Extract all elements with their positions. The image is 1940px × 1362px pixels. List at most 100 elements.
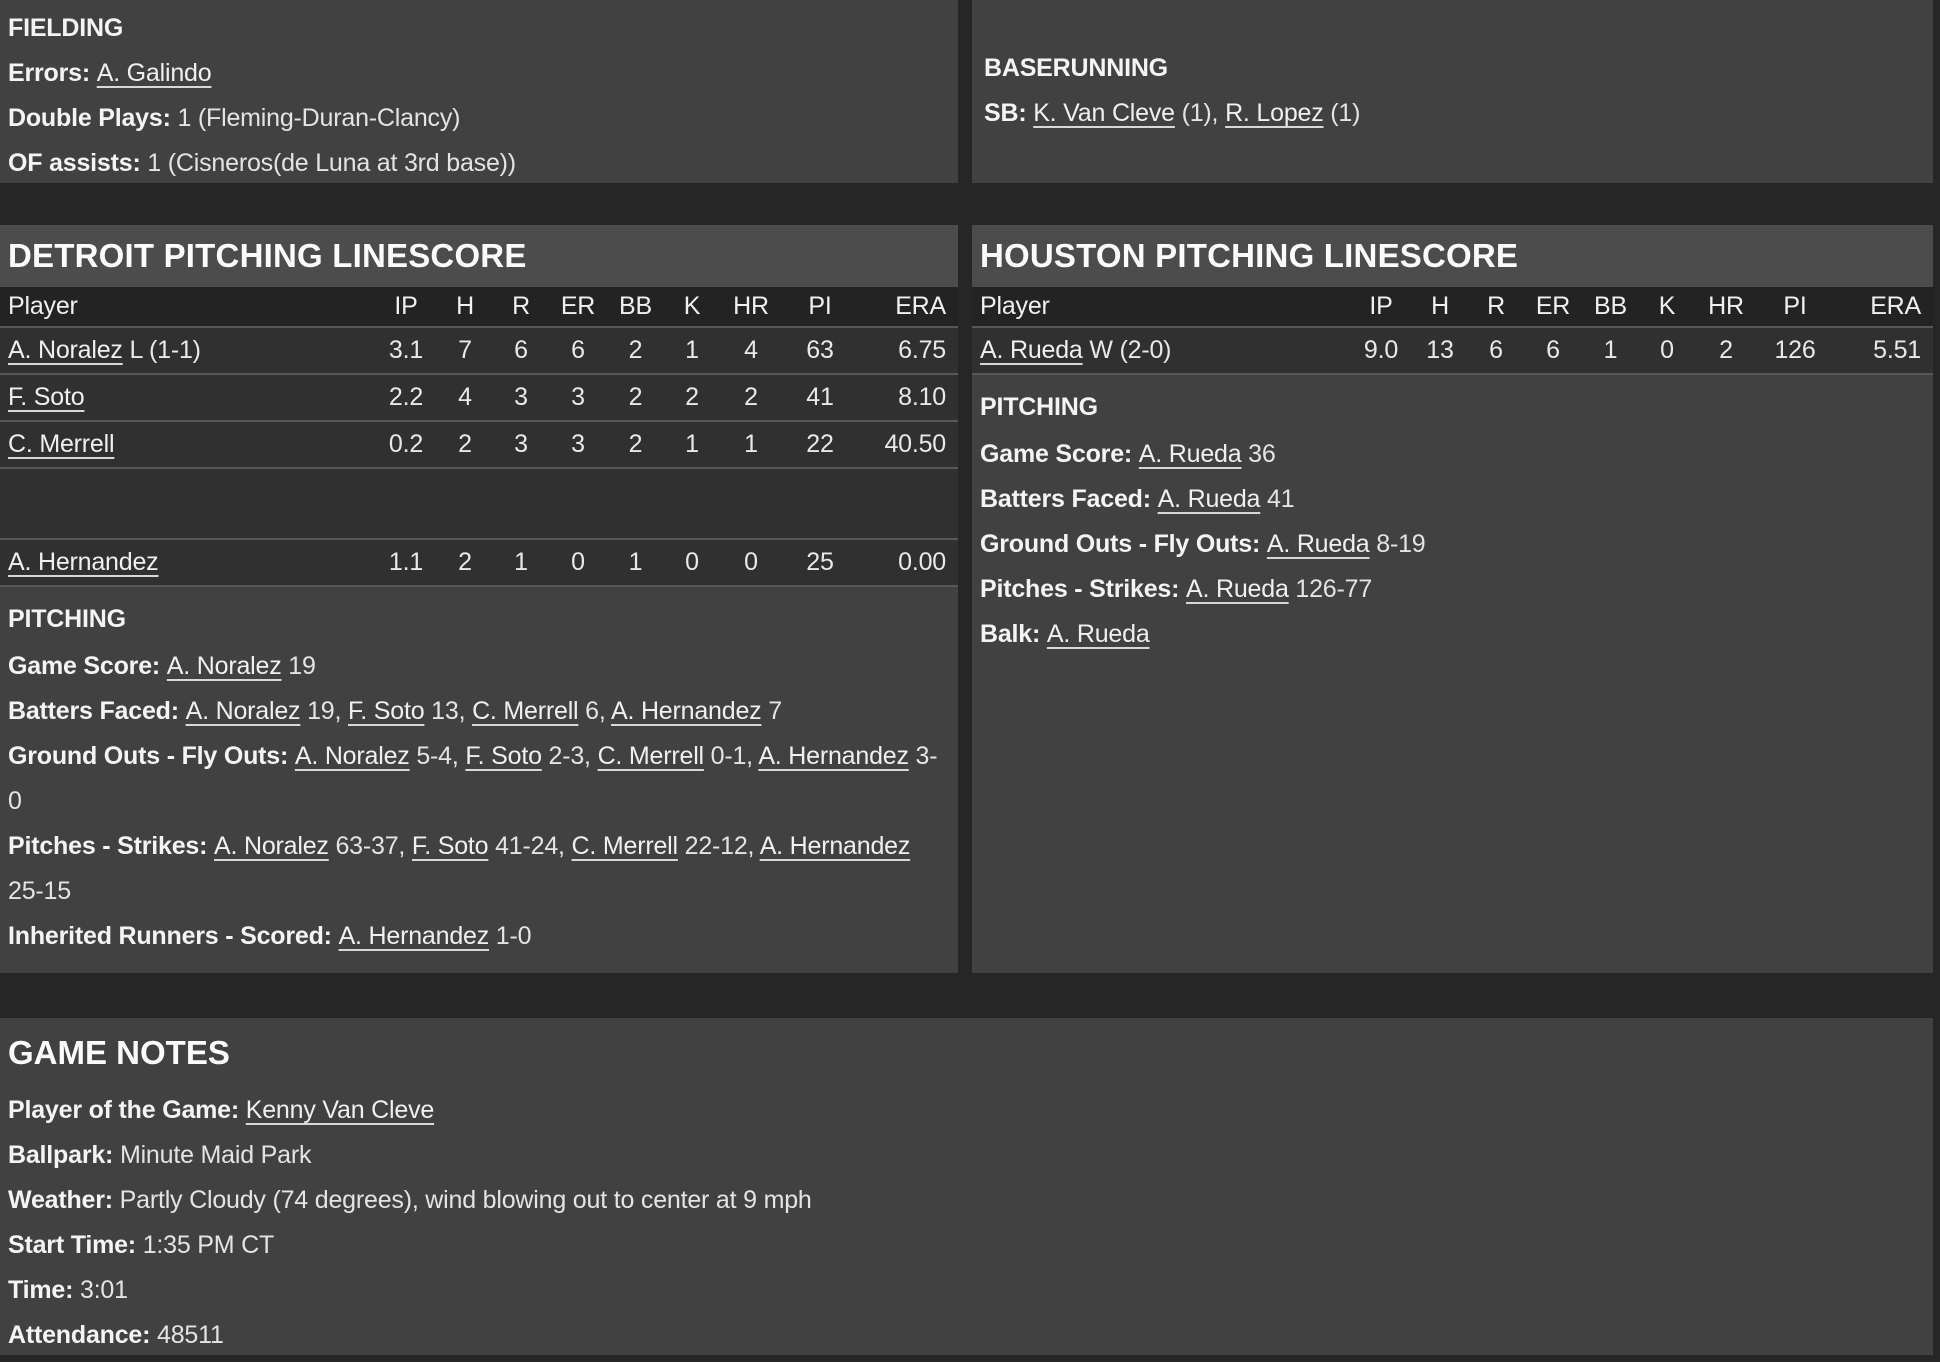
- player-link[interactable]: A. Noralez: [214, 832, 329, 860]
- stat-value: 63-37,: [328, 832, 412, 860]
- player-link[interactable]: A. Galindo: [96, 59, 212, 87]
- player-link[interactable]: A. Rueda: [1046, 620, 1150, 648]
- stat-cell: 1: [1603, 336, 1618, 364]
- stat-value: 13,: [424, 697, 473, 725]
- stat-line: Weather: Partly Cloudy (74 degrees), win…: [8, 1178, 1923, 1223]
- stat-value: (1),: [1174, 99, 1226, 127]
- stat-value: 25-15: [8, 877, 71, 905]
- stat-value: 19,: [300, 697, 348, 725]
- player-link[interactable]: A. Rueda: [980, 336, 1083, 364]
- player-link[interactable]: F. Soto: [8, 383, 85, 411]
- stat-cell: 0: [744, 548, 758, 576]
- detroit-pitching-notes-lines: Game Score: A. Noralez 19 Batters Faced: …: [8, 644, 950, 959]
- stat-line: Ground Outs - Fly Outs: A. Noralez 5-4, …: [8, 734, 950, 824]
- stat-label: Pitches - Strikes:: [8, 832, 215, 860]
- stat-label: Ground Outs - Fly Outs:: [980, 530, 1267, 558]
- player-link[interactable]: A. Rueda: [1138, 440, 1242, 468]
- column-header-bb: BB: [1594, 292, 1627, 320]
- stat-label: Game Score:: [8, 652, 167, 680]
- player-link[interactable]: C. Merrell: [597, 742, 705, 770]
- stat-cell: 0.2: [388, 430, 424, 458]
- player-link[interactable]: A. Hernandez: [759, 832, 911, 860]
- player-link[interactable]: C. Merrell: [8, 430, 115, 458]
- game-notes-lines: Player of the Game: Kenny Van Cleve Ballp…: [8, 1088, 1923, 1355]
- stat-value: 36: [1241, 440, 1276, 468]
- houston-pitching-notes-lines: Game Score: A. Rueda 36 Batters Faced: A.…: [980, 432, 1925, 657]
- stat-label: Double Plays:: [8, 104, 178, 132]
- player-link[interactable]: A. Rueda: [1266, 530, 1370, 558]
- stat-cell: 3.1: [388, 336, 424, 364]
- column-header-player: Player: [8, 292, 78, 320]
- player-link[interactable]: A. Noralez: [8, 336, 123, 364]
- stat-value: 5-4,: [409, 742, 466, 770]
- player-link[interactable]: A. Hernandez: [338, 922, 490, 950]
- stat-cell: 8.10: [898, 383, 946, 411]
- detroit-pitching-linescore-table: Player IP H R ER BB K HR PI ERA A. Noralez L (1-1)…: [0, 287, 958, 587]
- player-link[interactable]: Kenny Van Cleve: [245, 1096, 435, 1124]
- pitcher-name-cell: C. Merrell: [0, 421, 375, 468]
- stat-line: Pitches - Strikes: A. Rueda 126-77: [980, 567, 1925, 612]
- stat-line: Time: 3:01: [8, 1268, 1923, 1313]
- column-header-h: H: [1431, 292, 1449, 320]
- stat-label: Time:: [8, 1276, 80, 1304]
- stat-cell: 3: [514, 383, 528, 411]
- stat-cell: 1: [685, 430, 699, 458]
- stat-cell: 2: [1719, 336, 1733, 364]
- stat-cell: 126: [1774, 336, 1816, 364]
- stat-value: (1): [1323, 99, 1361, 127]
- houston-pitching-notes: PITCHING Game Score: A. Rueda 36 Batters …: [972, 375, 1933, 657]
- stat-value: 3:01: [79, 1276, 128, 1304]
- stat-line: Start Time: 1:35 PM CT: [8, 1223, 1923, 1268]
- stat-label: Game Score:: [980, 440, 1139, 468]
- player-link[interactable]: R. Lopez: [1225, 99, 1324, 127]
- player-link[interactable]: F. Soto: [465, 742, 542, 770]
- player-link[interactable]: C. Merrell: [472, 697, 579, 725]
- player-link[interactable]: F. Soto: [411, 832, 489, 860]
- stat-cell: 25: [806, 548, 834, 576]
- player-link[interactable]: A. Rueda: [1186, 575, 1289, 603]
- stat-line: Game Score: A. Rueda 36: [980, 432, 1925, 477]
- stat-cell: 6: [571, 336, 585, 364]
- stat-line: Batters Faced: A. Rueda 41: [980, 477, 1925, 522]
- column-header-pi: PI: [1783, 292, 1807, 320]
- stat-label: Inherited Runners - Scored:: [8, 922, 339, 950]
- stat-cell: 2: [685, 383, 699, 411]
- stat-label: Batters Faced:: [8, 697, 186, 725]
- stat-cell: 0: [685, 548, 699, 576]
- player-link[interactable]: A. Hernandez: [610, 697, 762, 725]
- stat-value: 2-3,: [541, 742, 598, 770]
- player-link[interactable]: A. Hernandez: [8, 548, 159, 576]
- houston-pitching-title-bar: HOUSTON PITCHING LINESCORE: [972, 225, 1933, 287]
- player-link[interactable]: A. Noralez: [166, 652, 282, 680]
- stat-value: 7: [761, 697, 782, 725]
- pitcher-name-cell: F. Soto: [0, 374, 375, 421]
- stat-cell: 2.2: [388, 383, 424, 411]
- column-header-pi: PI: [808, 292, 832, 320]
- stat-line: Ballpark: Minute Maid Park: [8, 1133, 1923, 1178]
- player-link[interactable]: A. Hernandez: [758, 742, 909, 770]
- stat-label: Ballpark:: [8, 1141, 120, 1169]
- player-link[interactable]: K. Van Cleve: [1033, 99, 1175, 127]
- pitching-notes-title: PITCHING: [8, 605, 126, 633]
- baserunning-title: BASERUNNING: [984, 54, 1168, 82]
- stat-line: OF assists: 1 (Cisneros(de Luna at 3rd b…: [8, 141, 948, 183]
- stat-label: Ground Outs - Fly Outs:: [8, 742, 295, 770]
- player-link[interactable]: A. Noralez: [294, 742, 410, 770]
- stat-line: Errors: A. Galindo: [8, 51, 948, 96]
- player-link[interactable]: A. Rueda: [1157, 485, 1261, 513]
- pitcher-decision: L (1-1): [122, 336, 201, 364]
- player-link[interactable]: A. Noralez: [185, 697, 301, 725]
- stat-cell: 1: [744, 430, 758, 458]
- player-link[interactable]: C. Merrell: [571, 832, 679, 860]
- stat-cell: 4: [744, 336, 758, 364]
- stat-value: 1 (Cisneros(de Luna at 3rd base)): [147, 149, 516, 177]
- column-header-er: ER: [1535, 292, 1571, 320]
- stat-cell: 13: [1426, 336, 1454, 364]
- player-link[interactable]: F. Soto: [348, 697, 425, 725]
- stat-label: Player of the Game:: [8, 1096, 246, 1124]
- table-header-row: Player IP H R ER BB K HR PI ERA: [972, 287, 1933, 327]
- stat-cell: 2: [458, 548, 472, 576]
- pitcher-name-cell: A. Hernandez: [0, 539, 375, 586]
- stat-cell: 0: [571, 548, 585, 576]
- pitcher-row: A. Noralez L (1-1) 3.1 7 6 6 2 1 4 63 6.75: [0, 327, 958, 374]
